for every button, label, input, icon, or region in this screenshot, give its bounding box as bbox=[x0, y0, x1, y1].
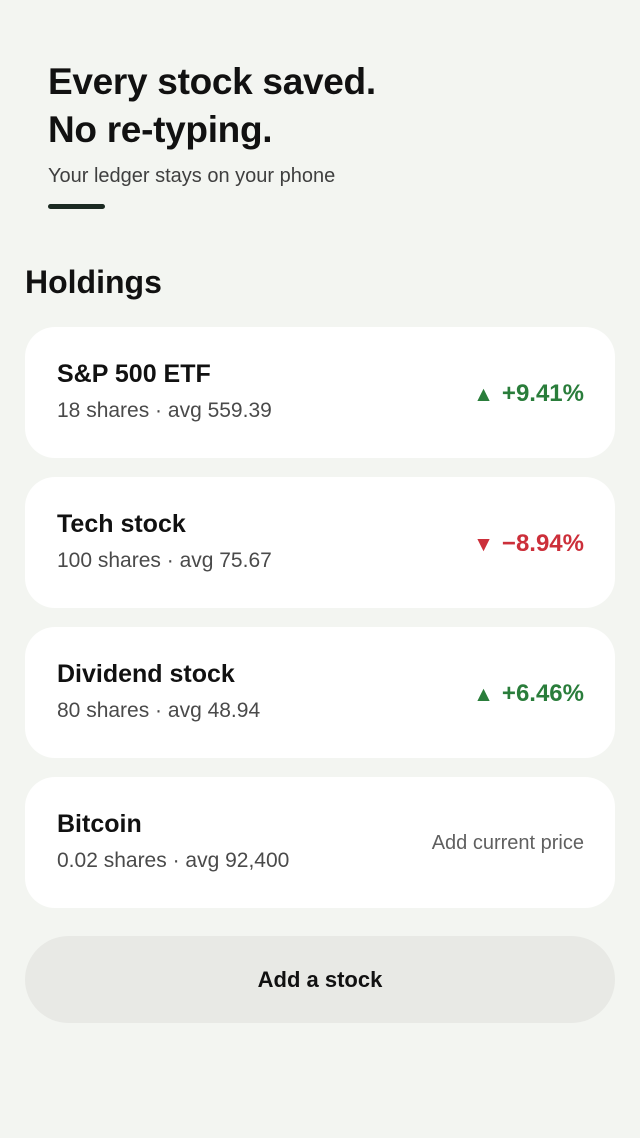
holding-card-dividend[interactable]: Dividend stock 80 shares · avg 48.94 ▲ +6… bbox=[25, 627, 615, 758]
add-stock-button[interactable]: Add a stock bbox=[25, 936, 615, 1023]
holding-change: ▼ −8.94% bbox=[473, 529, 584, 560]
holding-meta: 0.02 shares · avg 92,400 bbox=[57, 849, 290, 872]
down-arrow-icon: ▼ bbox=[473, 533, 494, 556]
holding-change: ▲ +9.41% bbox=[473, 379, 584, 410]
add-current-price-link[interactable]: Add current price bbox=[431, 832, 584, 854]
holding-card-sp500[interactable]: S&P 500 ETF 18 shares · avg 559.39 ▲ +9.4… bbox=[25, 327, 615, 458]
hero-section: Every stock saved. No re-typing. Your le… bbox=[48, 58, 608, 209]
holding-name: Dividend stock bbox=[57, 660, 235, 688]
holding-card-bitcoin[interactable]: Bitcoin 0.02 shares · avg 92,400 Add cur… bbox=[25, 777, 615, 908]
hero-subtitle: Your ledger stays on your phone bbox=[48, 165, 336, 187]
holding-name: S&P 500 ETF bbox=[57, 360, 211, 388]
accent-divider bbox=[48, 204, 105, 209]
holdings-title: Holdings bbox=[25, 264, 162, 300]
holding-change-value: +6.46% bbox=[501, 680, 584, 707]
holding-card-tech[interactable]: Tech stock 100 shares · avg 75.67 ▼ −8.94… bbox=[25, 477, 615, 608]
holding-meta: 18 shares · avg 559.39 bbox=[57, 399, 272, 422]
holding-name: Bitcoin bbox=[57, 810, 142, 838]
up-arrow-icon: ▲ bbox=[473, 383, 494, 406]
holding-change: ▲ +6.46% bbox=[473, 679, 584, 710]
up-arrow-icon: ▲ bbox=[473, 683, 494, 706]
headline-line-2: No re-typing. bbox=[48, 109, 273, 150]
headline-line-1: Every stock saved. bbox=[48, 61, 376, 102]
holding-name: Tech stock bbox=[57, 510, 186, 538]
holding-change-value: −8.94% bbox=[501, 530, 584, 557]
holding-change-value: +9.41% bbox=[501, 380, 584, 407]
holding-meta: 80 shares · avg 48.94 bbox=[57, 699, 261, 722]
holding-meta: 100 shares · avg 75.67 bbox=[57, 549, 272, 572]
holdings-list: S&P 500 ETF 18 shares · avg 559.39 ▲ +9.4… bbox=[25, 327, 615, 927]
